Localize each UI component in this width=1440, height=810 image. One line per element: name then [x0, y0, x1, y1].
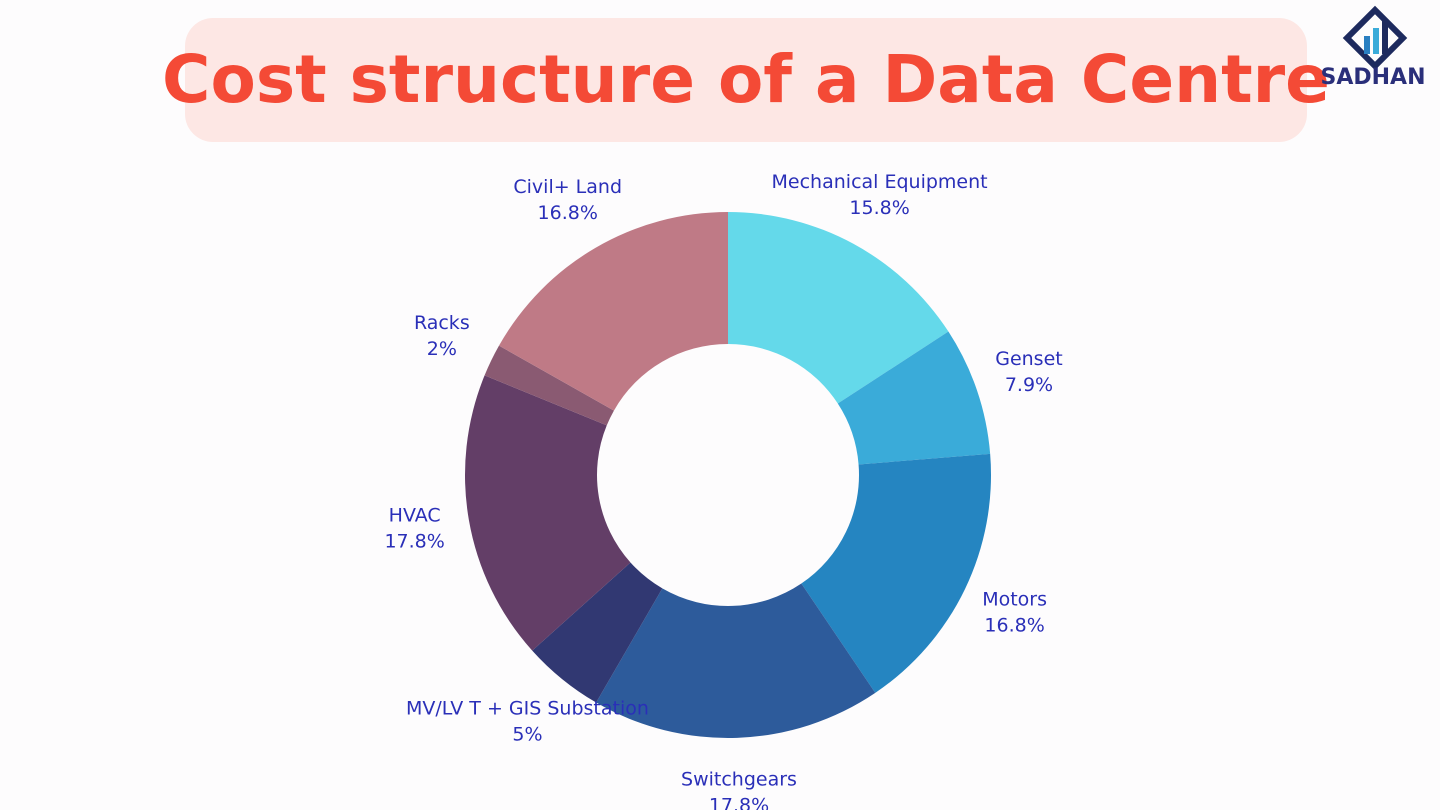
slice — [728, 212, 949, 404]
value-label: 15.8% — [849, 197, 909, 219]
slice — [484, 345, 614, 426]
slice-label: Genset — [995, 348, 1063, 370]
logo-bar — [1382, 20, 1388, 54]
value-label: 7.9% — [1005, 374, 1053, 396]
logo-bar — [1373, 28, 1379, 54]
value-label: 16.8% — [984, 614, 1044, 636]
slice-label: Switchgears — [681, 768, 797, 790]
value-label: 5% — [512, 723, 542, 745]
slice-label: Civil+ Land — [513, 176, 622, 198]
chart-title: Cost structure of a Data Centre — [162, 41, 1330, 118]
logo-bar — [1364, 36, 1370, 54]
slice-label: Mechanical Equipment — [772, 171, 988, 193]
logo: SADHAN — [1321, 5, 1426, 90]
title-box — [185, 18, 1307, 142]
slice — [837, 331, 991, 465]
slice — [532, 562, 663, 703]
slice-label: HVAC — [389, 505, 441, 527]
slice — [596, 583, 876, 738]
slice — [464, 375, 631, 651]
value-label: 17.8% — [709, 794, 769, 810]
value-label: 17.8% — [384, 531, 444, 553]
value-label: 2% — [427, 338, 457, 360]
slice-label: Motors — [982, 588, 1047, 610]
slice — [801, 453, 991, 693]
logo-text: SADHAN — [1321, 65, 1426, 90]
slice-label: MV/LV T + GIS Substation — [406, 697, 649, 719]
slice — [499, 212, 728, 411]
slice-label: Racks — [414, 312, 470, 334]
logo-diamond — [1342, 5, 1408, 71]
value-label: 16.8% — [538, 202, 598, 224]
